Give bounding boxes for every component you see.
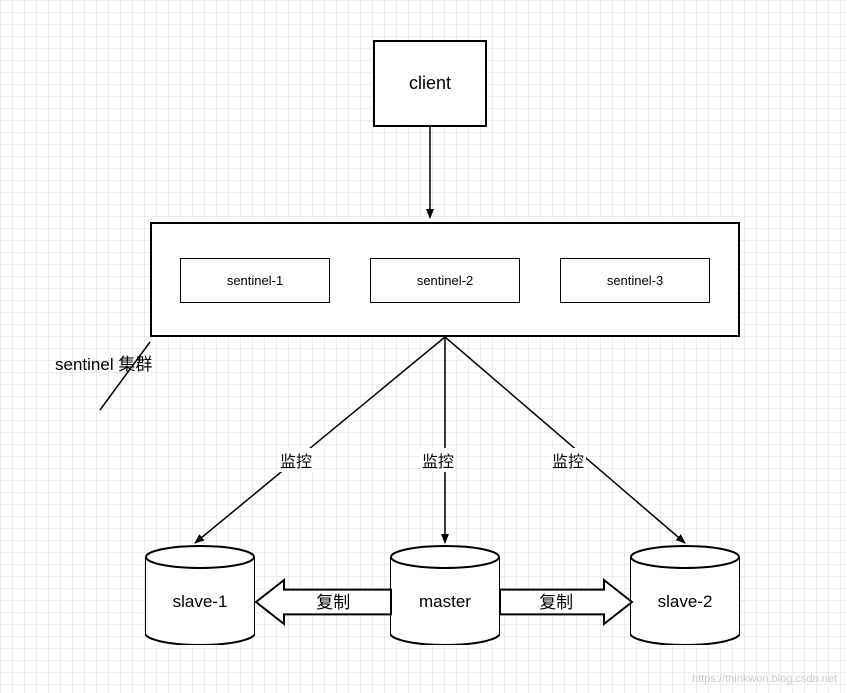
monitor-edge-label-3: 监控 (550, 448, 586, 472)
sentinel-box-3: sentinel-3 (560, 258, 710, 303)
monitor-edge-label-1: 监控 (278, 448, 314, 472)
svg-text:复制: 复制 (316, 593, 350, 612)
client-label: client (409, 73, 451, 94)
sentinel-label: sentinel-2 (417, 273, 473, 288)
sentinel-cluster-label: sentinel 集群 (55, 350, 152, 375)
sentinel-box-1: sentinel-1 (180, 258, 330, 303)
db-cylinder-master: master (390, 545, 500, 645)
db-cylinder-label: master (390, 592, 500, 612)
client-box: client (373, 40, 487, 127)
db-cylinder-label: slave-1 (145, 592, 255, 612)
svg-text:复制: 复制 (539, 593, 573, 612)
sentinel-label: sentinel-1 (227, 273, 283, 288)
db-cylinder-slave-2: slave-2 (630, 545, 740, 645)
sentinel-box-2: sentinel-2 (370, 258, 520, 303)
watermark: https://thinkwon.blog.csdn.net (692, 673, 837, 685)
sentinel-label: sentinel-3 (607, 273, 663, 288)
monitor-edge-label-2: 监控 (420, 448, 456, 472)
db-cylinder-slave-1: slave-1 (145, 545, 255, 645)
db-cylinder-label: slave-2 (630, 592, 740, 612)
